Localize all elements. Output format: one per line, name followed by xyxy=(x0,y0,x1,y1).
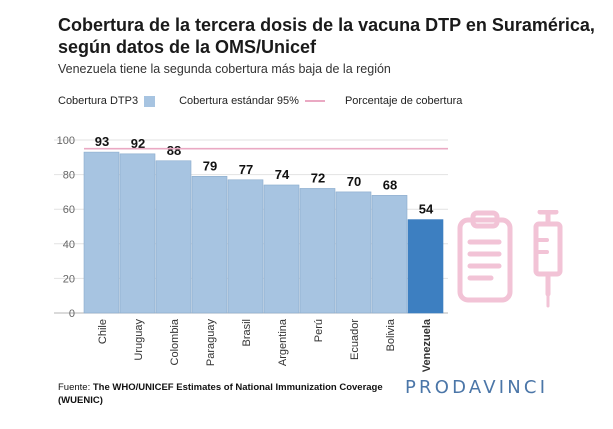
clipboard-syringe-icon xyxy=(457,210,563,308)
x-tick-label: Brasil xyxy=(241,319,253,347)
bar xyxy=(227,179,264,314)
bar xyxy=(191,176,228,314)
y-tick-label: 80 xyxy=(63,170,75,182)
legend-standard-swatch xyxy=(304,100,325,102)
x-tick-label: Argentina xyxy=(277,318,289,366)
data-label: 77 xyxy=(239,162,253,177)
x-tick-label: Venezuela xyxy=(421,318,433,372)
data-label: 54 xyxy=(419,202,434,217)
x-tick-label: Ecuador xyxy=(349,319,361,360)
data-label: 93 xyxy=(95,134,109,149)
y-tick-label: 40 xyxy=(63,239,75,251)
x-tick-label: Uruguay xyxy=(133,319,145,361)
legend-item-standard: Cobertura estándar 95% xyxy=(179,95,333,107)
bar xyxy=(299,188,336,314)
bar xyxy=(263,184,300,314)
chart-subtitle: Venezuela tiene la segunda cobertura más… xyxy=(58,62,391,76)
legend: Cobertura DTP3 Cobertura estándar 95% Po… xyxy=(58,94,474,108)
data-label: 88 xyxy=(167,143,181,158)
source-note: Fuente: The WHO/UNICEF Estimates of Nati… xyxy=(58,381,388,407)
data-label: 68 xyxy=(383,177,397,192)
bar xyxy=(119,153,156,314)
y-tick-label: 20 xyxy=(63,273,75,285)
data-label: 74 xyxy=(275,167,290,182)
legend-standard-label: Cobertura estándar 95% xyxy=(179,95,299,107)
data-label: 79 xyxy=(203,158,217,173)
y-tick-label: 100 xyxy=(57,135,75,147)
bar xyxy=(155,160,192,314)
legend-item-series: Cobertura DTP3 xyxy=(58,95,156,107)
chart-title: Cobertura de la tercera dosis de la vacu… xyxy=(58,15,595,57)
source-text: The WHO/UNICEF Estimates of National Imm… xyxy=(58,382,383,406)
bar xyxy=(371,195,408,314)
y-tick-label: 0 xyxy=(69,308,75,320)
x-tick-label: Chile xyxy=(97,319,109,344)
data-label: 72 xyxy=(311,170,325,185)
legend-series-label: Cobertura DTP3 xyxy=(58,95,139,107)
data-label: 70 xyxy=(347,174,361,189)
legend-percent-label: Porcentaje de cobertura xyxy=(344,95,463,107)
bar xyxy=(335,191,372,314)
legend-series-swatch xyxy=(144,95,156,107)
bar xyxy=(407,219,444,314)
x-tick-label: Colombia xyxy=(169,318,181,365)
y-tick-label: 60 xyxy=(63,204,75,216)
bar xyxy=(83,151,120,314)
legend-item-percent: Porcentaje de cobertura xyxy=(345,95,462,107)
data-label: 92 xyxy=(131,136,145,151)
source-prefix: Fuente: xyxy=(58,382,93,393)
x-tick-label: Bolivia xyxy=(385,318,397,351)
brand-logo: PRODAVINCI xyxy=(405,377,549,398)
x-tick-label: Perú xyxy=(313,319,325,342)
x-tick-label: Paraguay xyxy=(205,319,217,367)
